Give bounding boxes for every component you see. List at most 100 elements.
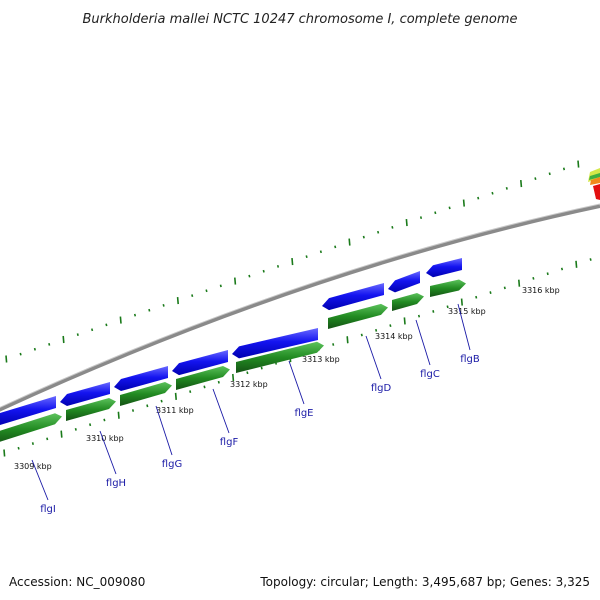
outer-tick xyxy=(276,265,280,268)
outer-tick xyxy=(105,323,108,327)
outer-tick xyxy=(462,199,465,207)
gene-labels: flgI flgH flgG flgF flgE flgD flgC flgB xyxy=(31,303,480,515)
inner-tick xyxy=(174,392,177,400)
outer-tick xyxy=(219,284,222,288)
inner-tick xyxy=(117,411,120,419)
outer-tick xyxy=(191,294,194,298)
forward-strand-genes xyxy=(0,258,462,425)
inner-tick xyxy=(131,409,135,412)
inner-tick xyxy=(432,310,435,313)
reverse-gene-arrow xyxy=(236,341,324,373)
inner-tick xyxy=(232,373,235,382)
forward-gene-arrow xyxy=(426,258,462,278)
outer-tick xyxy=(434,211,437,215)
kbp-label: 3312 kbp xyxy=(230,380,268,389)
kbp-label: 3310 kbp xyxy=(86,434,124,443)
outer-tick xyxy=(5,355,8,363)
gene-leader-line xyxy=(155,405,173,456)
outer-tick xyxy=(548,172,551,176)
inner-tick xyxy=(103,418,106,422)
inner-tick xyxy=(389,324,392,327)
gene-label: flgB xyxy=(460,354,480,365)
outer-tick xyxy=(562,167,566,171)
outer-tick xyxy=(33,347,36,351)
outer-tick xyxy=(262,269,265,273)
forward-gene-arrow xyxy=(232,328,318,359)
inner-tick xyxy=(589,258,592,261)
outer-tick xyxy=(76,333,79,337)
reverse-gene-arrow xyxy=(328,303,388,329)
inner-tick xyxy=(460,298,463,306)
map-title: Burkholderia mallei NCTC 10247 chromosom… xyxy=(82,12,517,27)
outer-tick xyxy=(319,250,322,254)
inner-tick xyxy=(246,371,249,375)
outer-tick xyxy=(477,196,480,200)
forward-gene-arrow xyxy=(388,271,420,293)
inner-tick xyxy=(46,437,49,441)
kbp-label: 3316 kbp xyxy=(522,286,560,295)
forward-gene-arrow xyxy=(60,382,110,407)
outer-tick xyxy=(419,216,423,220)
outer-tick xyxy=(491,191,494,195)
outer-tick xyxy=(133,313,137,317)
forward-gene-arrow xyxy=(172,350,228,376)
inner-tick xyxy=(375,328,378,332)
outer-tick xyxy=(391,226,394,229)
inner-tick xyxy=(332,343,335,346)
gene-label: flgH xyxy=(106,478,126,489)
outer-tick xyxy=(148,308,151,312)
distant-feature-tracks xyxy=(588,168,600,200)
inner-tick xyxy=(89,423,92,427)
gene-label: flgF xyxy=(220,437,239,448)
inner-tick xyxy=(146,404,149,408)
gene-leader-line xyxy=(31,459,49,501)
reverse-gene-arrow xyxy=(430,279,466,297)
gene-label: flgD xyxy=(371,383,392,394)
outer-tick-marks xyxy=(5,160,580,363)
inner-tick xyxy=(360,333,363,337)
kbp-label: 3315 kbp xyxy=(448,307,486,316)
outer-tick xyxy=(205,289,208,293)
outer-tick xyxy=(505,187,508,190)
outer-tick xyxy=(377,230,380,234)
outer-tick xyxy=(119,316,122,324)
inner-tick xyxy=(489,291,492,294)
inner-tick xyxy=(346,336,349,344)
inner-tick xyxy=(260,366,263,370)
inner-tick xyxy=(403,317,406,325)
inner-tick xyxy=(532,277,535,280)
genome-summary-text: Topology: circular; Length: 3,495,687 bp… xyxy=(259,575,590,589)
inner-tick xyxy=(560,267,564,271)
kbp-labels: 3309 kbp 3310 kbp 3311 kbp 3312 kbp 3313 kbp… xyxy=(14,286,560,471)
gene-leader-line xyxy=(212,388,230,434)
outer-tick xyxy=(305,255,308,259)
outer-tick xyxy=(162,303,165,307)
inner-tick xyxy=(189,390,192,394)
inner-tick xyxy=(546,272,549,276)
reverse-strand-genes xyxy=(0,279,466,442)
inner-tick xyxy=(160,399,163,403)
gene-label: flgG xyxy=(162,459,182,470)
outer-tick xyxy=(248,274,251,278)
inner-tick xyxy=(575,260,578,268)
inner-tick xyxy=(3,449,6,457)
outer-tick xyxy=(362,235,365,239)
gene-label: flgE xyxy=(295,408,314,419)
outer-tick xyxy=(405,218,408,227)
gene-leader-line xyxy=(99,430,117,475)
kbp-label: 3314 kbp xyxy=(375,332,413,341)
inner-tick xyxy=(417,314,421,318)
outer-tick xyxy=(48,342,51,346)
inner-tick xyxy=(217,380,220,384)
kbp-label: 3313 kbp xyxy=(302,355,340,364)
outer-tick xyxy=(176,296,179,305)
kbp-label: 3309 kbp xyxy=(14,462,52,471)
reverse-gene-arrow xyxy=(66,397,116,421)
kbp-label: 3311 kbp xyxy=(156,406,194,415)
backbone-highlight xyxy=(0,203,600,408)
forward-gene-arrow xyxy=(114,366,168,392)
outer-tick xyxy=(334,245,337,249)
forward-gene-arrow xyxy=(0,396,56,425)
inner-tick xyxy=(60,430,63,438)
